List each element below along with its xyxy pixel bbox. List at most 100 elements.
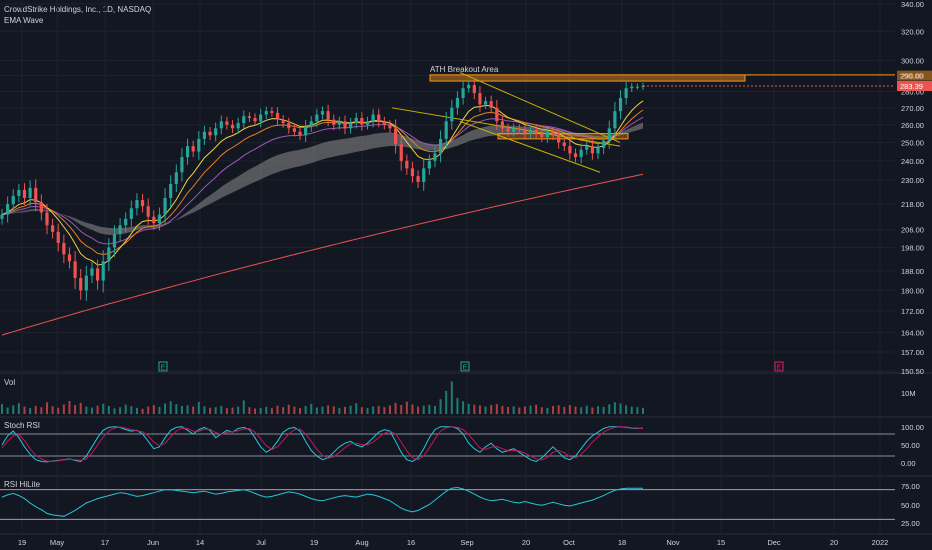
volume-bar <box>523 406 526 414</box>
candle-body <box>478 93 482 105</box>
volume-bar <box>456 397 459 414</box>
rsi-tick-label: 75.00 <box>901 482 920 491</box>
candle-body <box>343 121 347 129</box>
candle-body <box>607 128 611 141</box>
candle-body <box>512 128 516 132</box>
candle-body <box>230 124 235 129</box>
volume-bar <box>613 402 616 414</box>
volume-bar <box>417 406 420 414</box>
candle-body <box>140 200 145 207</box>
volume-bar <box>62 404 65 414</box>
candle-body <box>393 128 398 145</box>
y-tick-label: 240.00 <box>901 157 924 166</box>
candle-body <box>146 206 150 217</box>
candle-body <box>377 114 381 122</box>
volume-bar <box>591 407 594 414</box>
earnings-marker-label: E <box>161 365 166 372</box>
volume-bar <box>625 405 628 414</box>
candle-body <box>602 140 606 148</box>
candle-body <box>382 121 386 125</box>
volume-bar <box>192 406 195 414</box>
y-tick-label: 230.00 <box>901 176 924 185</box>
candle-body <box>410 168 415 177</box>
volume-bar <box>343 406 346 414</box>
candle-body <box>534 130 538 134</box>
candle-body <box>22 189 27 198</box>
x-tick-label: May <box>50 538 64 547</box>
x-tick-label: Oct <box>563 538 576 547</box>
candle-body <box>365 121 370 125</box>
x-tick-label: 17 <box>101 538 109 547</box>
candle-body <box>197 138 201 152</box>
y-tick-label: 188.00 <box>901 267 924 276</box>
candle-body <box>225 121 229 125</box>
volume-bar <box>563 406 566 414</box>
volume-bar <box>45 402 48 414</box>
current-price-badge <box>897 81 932 92</box>
candle-body <box>219 121 223 129</box>
candle-body <box>635 86 639 88</box>
rsi-line <box>1 486 643 517</box>
y-tick-label: 270.00 <box>901 104 924 113</box>
volume-bar <box>299 408 302 414</box>
volume-bar <box>568 405 571 414</box>
candle-body <box>557 135 561 143</box>
candle-body <box>309 121 313 127</box>
candle-body <box>523 130 527 134</box>
candle-body <box>79 278 83 291</box>
trendline-lower <box>459 120 601 173</box>
candle-body <box>264 111 268 115</box>
volume-bar <box>147 406 150 414</box>
volume-bar <box>630 406 633 414</box>
y-tick-label: 340.00 <box>901 0 924 9</box>
volume-bar <box>164 403 167 414</box>
candle-body <box>51 225 55 232</box>
candle-body <box>320 111 325 115</box>
candle-body <box>422 168 426 182</box>
volume-bar <box>79 402 82 414</box>
volume-pane-title: Vol <box>4 378 15 387</box>
resistance-label: ATH Breakout Area <box>430 65 499 74</box>
volume-bar <box>180 405 183 414</box>
candle-body <box>180 157 184 173</box>
candle-body <box>129 208 133 219</box>
candle-body <box>298 131 302 136</box>
candle-body <box>405 160 409 169</box>
candle-body <box>360 117 364 125</box>
volume-bar <box>529 405 532 414</box>
x-tick-label: Aug <box>355 538 368 547</box>
volume-bar <box>6 407 9 414</box>
volume-bar <box>428 404 431 414</box>
candle-body <box>483 101 488 105</box>
candle-body <box>163 197 167 215</box>
x-tick-label: 18 <box>618 538 626 547</box>
candle-body <box>304 126 308 136</box>
ema-long-line <box>1 173 644 336</box>
y-tick-label: 150.50 <box>901 367 924 376</box>
volume-bar <box>203 406 206 414</box>
candle-body <box>444 121 448 139</box>
earnings-marker-label: E <box>777 365 782 372</box>
volume-bar <box>619 403 622 414</box>
candle-body <box>573 153 578 158</box>
volume-bar <box>152 405 155 414</box>
volume-bar <box>29 408 32 414</box>
volume-bar <box>113 408 116 414</box>
volume-bar <box>433 405 436 414</box>
x-tick-label: Nov <box>666 538 680 547</box>
rsi-tick-label: 50.00 <box>901 501 920 510</box>
volume-bar <box>231 407 234 414</box>
volume-bar <box>158 406 161 414</box>
candle-body <box>450 107 454 122</box>
candle-body <box>399 144 403 161</box>
trendline-upper-2 <box>459 72 621 143</box>
candle-body <box>618 97 623 112</box>
stoch-d-line <box>1 426 644 463</box>
candle-body <box>545 131 550 138</box>
trendline-upper <box>391 107 621 147</box>
candle-body <box>495 107 499 122</box>
volume-bar <box>248 407 251 414</box>
candle-body <box>45 212 49 226</box>
volume-bar <box>636 407 639 414</box>
